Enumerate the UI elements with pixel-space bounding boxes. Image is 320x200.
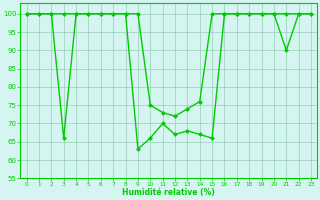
X-axis label: Humidité relative (%): Humidité relative (%)	[123, 188, 215, 197]
